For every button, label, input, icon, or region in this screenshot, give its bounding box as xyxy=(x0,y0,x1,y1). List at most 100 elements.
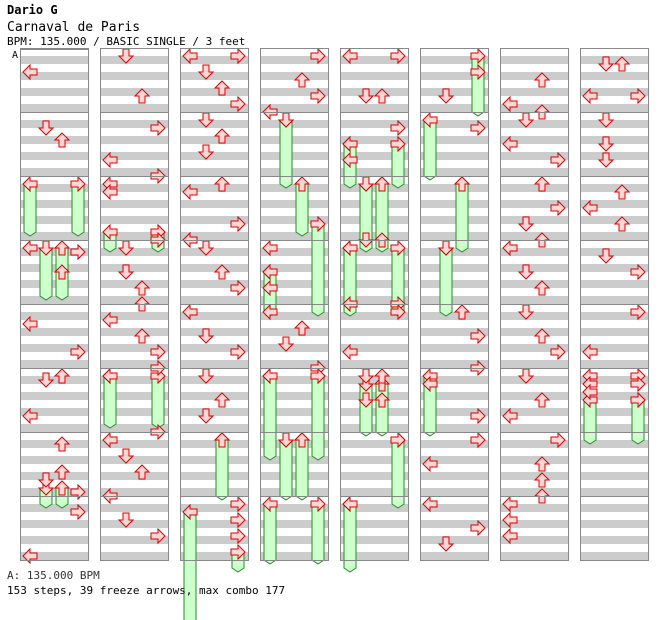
freeze-arrow-left xyxy=(423,119,437,181)
step-arrow-down-icon xyxy=(517,264,535,280)
step-arrow-left-icon xyxy=(102,151,118,169)
step-arrow-up-icon xyxy=(613,216,631,232)
beat-stripe xyxy=(20,440,88,448)
freeze-arrow-down xyxy=(359,383,373,437)
beat-stripe xyxy=(340,344,408,352)
step-arrow-up-icon xyxy=(293,432,311,448)
step-arrow-down-icon xyxy=(117,264,135,280)
beat-stripe xyxy=(500,264,568,272)
beat-stripe xyxy=(100,408,168,416)
beat-stripe xyxy=(420,504,488,512)
beat-stripe xyxy=(20,488,88,496)
beat-stripe xyxy=(100,136,168,144)
beat-stripe xyxy=(180,232,248,240)
beat-stripe xyxy=(580,72,648,80)
beat-stripe xyxy=(100,376,168,384)
step-arrow-down-icon xyxy=(197,144,215,160)
beat-stripe xyxy=(20,200,88,208)
beat-stripe xyxy=(100,88,168,96)
beat-stripe xyxy=(260,232,328,240)
freeze-arrow-left xyxy=(183,511,197,620)
step-arrow-up-icon xyxy=(213,392,231,408)
beat-stripe xyxy=(500,392,568,400)
beat-stripe xyxy=(420,104,488,112)
beat-stripe xyxy=(180,56,248,64)
step-arrow-left-icon xyxy=(502,95,518,113)
beat-stripe xyxy=(180,424,248,432)
beat-stripe xyxy=(180,168,248,176)
beat-stripe xyxy=(500,280,568,288)
beat-stripe xyxy=(580,168,648,176)
chart-column-frame xyxy=(260,48,329,561)
beat-stripe xyxy=(260,520,328,528)
beat-stripe xyxy=(500,72,568,80)
step-arrow-up-icon xyxy=(213,432,231,448)
freeze-arrow-left xyxy=(263,375,277,461)
beat-stripe xyxy=(340,360,408,368)
beat-stripe xyxy=(500,328,568,336)
beat-stripe xyxy=(180,360,248,368)
beat-stripe xyxy=(20,136,88,144)
freeze-arrow-left xyxy=(23,183,37,237)
freeze-arrow-right xyxy=(391,439,405,509)
step-arrow-left-icon xyxy=(182,183,198,201)
beat-stripe xyxy=(180,408,248,416)
chart-column-frame xyxy=(20,48,89,561)
step-arrow-right-icon xyxy=(630,263,646,281)
freeze-head-left-icon xyxy=(22,175,38,193)
step-arrow-up-icon xyxy=(453,176,471,192)
beat-stripe xyxy=(580,456,648,464)
step-arrow-right-icon xyxy=(230,343,246,361)
beat-stripe xyxy=(260,440,328,448)
freeze-head-right-icon xyxy=(470,47,486,65)
beat-stripe xyxy=(500,104,568,112)
beat-stripe xyxy=(340,264,408,272)
beat-stripe xyxy=(20,520,88,528)
beat-stripe xyxy=(420,168,488,176)
beat-stripe xyxy=(180,552,248,560)
beat-stripe xyxy=(20,392,88,400)
beat-stripe xyxy=(260,376,328,384)
beat-stripe xyxy=(20,184,88,192)
beat-stripe xyxy=(500,536,568,544)
beat-stripe xyxy=(20,248,88,256)
beat-stripe xyxy=(420,536,488,544)
beat-stripe xyxy=(500,488,568,496)
beat-stripe xyxy=(180,456,248,464)
beat-stripe xyxy=(20,88,88,96)
step-arrow-left-icon xyxy=(262,279,278,297)
beat-stripe xyxy=(420,72,488,80)
freeze-arrow-down xyxy=(279,439,293,501)
beat-stripe xyxy=(580,152,648,160)
beat-stripe xyxy=(420,456,488,464)
step-arrow-left-icon xyxy=(502,407,518,425)
beat-stripe xyxy=(500,520,568,528)
beat-stripe xyxy=(580,200,648,208)
beat-stripe xyxy=(260,184,328,192)
step-arrow-up-icon xyxy=(533,72,551,88)
step-arrow-right-icon xyxy=(550,431,566,449)
beat-stripe xyxy=(180,216,248,224)
step-arrow-left-icon xyxy=(262,263,278,281)
beat-stripe xyxy=(260,488,328,496)
step-arrow-down-icon xyxy=(37,472,55,488)
beat-stripe xyxy=(420,360,488,368)
beat-stripe xyxy=(340,536,408,544)
beat-stripe xyxy=(340,120,408,128)
beat-stripe xyxy=(580,136,648,144)
beat-stripe xyxy=(500,56,568,64)
step-arrow-up-icon xyxy=(533,328,551,344)
step-arrow-down-icon xyxy=(437,536,455,552)
freeze-head-up-icon xyxy=(293,176,311,192)
step-arrow-right-icon xyxy=(470,327,486,345)
chart-column-frame xyxy=(180,48,249,561)
beat-stripe xyxy=(420,216,488,224)
step-arrow-right-icon xyxy=(230,495,246,513)
beat-stripe xyxy=(20,472,88,480)
step-arrow-left-icon xyxy=(102,367,118,385)
step-arrow-right-icon xyxy=(550,199,566,217)
beat-stripe xyxy=(180,392,248,400)
step-arrow-left-icon xyxy=(102,183,118,201)
freeze-arrow-right xyxy=(311,375,325,461)
beat-stripe xyxy=(20,312,88,320)
